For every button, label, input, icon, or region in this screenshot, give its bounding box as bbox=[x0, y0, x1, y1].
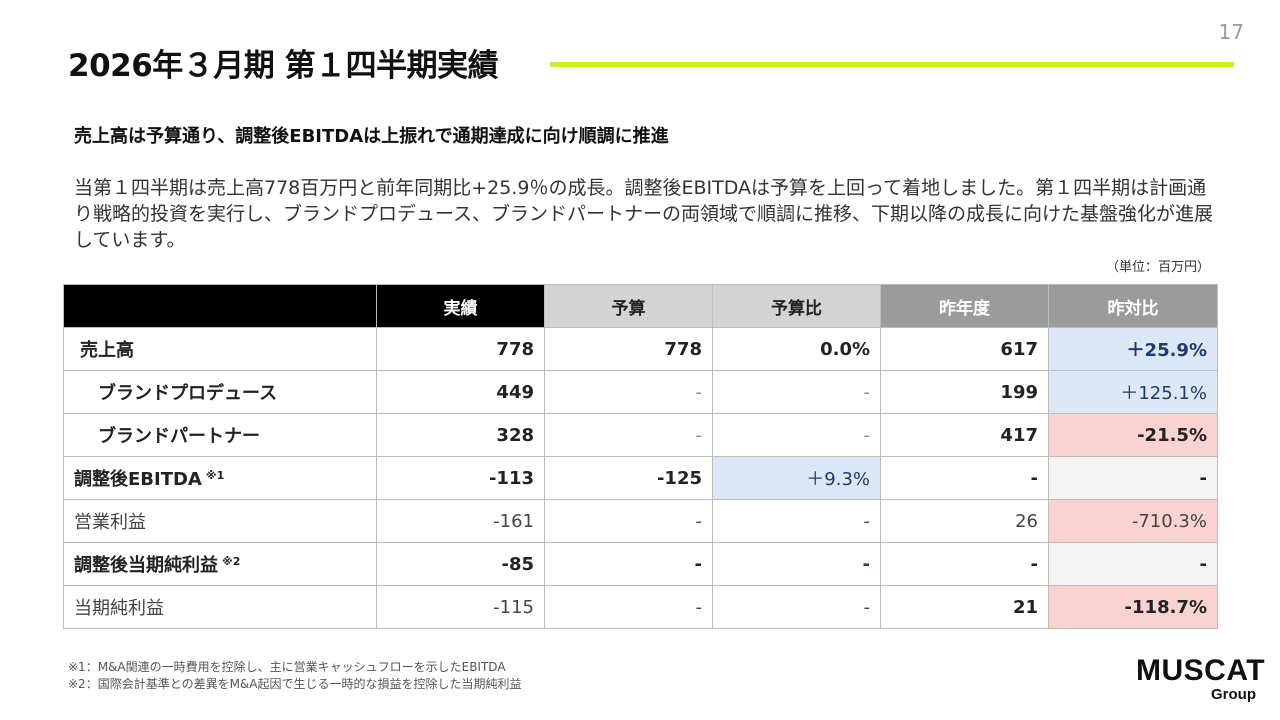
cell-budget: - bbox=[544, 370, 713, 414]
cell-actual: -115 bbox=[376, 585, 545, 629]
header-yoy: 昨対比 bbox=[1048, 284, 1218, 328]
cell-budget: -125 bbox=[544, 456, 713, 500]
cell-prev-year: - bbox=[880, 542, 1049, 586]
footnotes: ※1：M&A関連の一時費用を控除し、主に営業キャッシュフローを示したEBITDA… bbox=[68, 659, 522, 693]
row-label-text: 調整後EBITDA bbox=[74, 469, 202, 490]
footnote-marker: ※2 bbox=[222, 555, 241, 568]
cell-budget-ratio: - bbox=[712, 585, 881, 629]
cell-actual: -85 bbox=[376, 542, 545, 586]
cell-budget-ratio: - bbox=[712, 499, 881, 543]
row-label: 売上高 bbox=[63, 327, 377, 371]
table-row: ブランドパートナー 328 - - 417 -21.5% bbox=[63, 413, 1218, 457]
cell-yoy: - bbox=[1048, 456, 1218, 500]
cell-budget-ratio: ＋9.3% bbox=[712, 456, 881, 500]
cell-yoy: ＋25.9% bbox=[1048, 327, 1218, 371]
cell-actual: 778 bbox=[376, 327, 545, 371]
cell-budget: 778 bbox=[544, 327, 713, 371]
header-budget-ratio: 予算比 bbox=[712, 284, 881, 328]
cell-budget-ratio: - bbox=[712, 542, 881, 586]
table-row: 調整後当期純利益 ※2 -85 - - - - bbox=[63, 542, 1218, 586]
table-row: 売上高 778 778 0.0% 617 ＋25.9% bbox=[63, 327, 1218, 371]
logo-subtext: Group bbox=[1211, 686, 1256, 703]
cell-prev-year: 26 bbox=[880, 499, 1049, 543]
cell-budget: - bbox=[544, 542, 713, 586]
cell-yoy: -21.5% bbox=[1048, 413, 1218, 457]
footnote-2: ※2：国際会計基準との差異をM&A起因で生じる一時的な損益を控除した当期純利益 bbox=[68, 677, 522, 691]
cell-prev-year: 21 bbox=[880, 585, 1049, 629]
footnote-marker: ※1 bbox=[205, 469, 225, 482]
results-table: 実績 予算 予算比 昨年度 昨対比 売上高 778 778 0.0% 617 ＋… bbox=[63, 284, 1218, 629]
header-blank bbox=[63, 284, 377, 328]
cell-budget: - bbox=[544, 499, 713, 543]
page-title: 2026年３月期 第１四半期実績 bbox=[68, 48, 499, 84]
table-row: ブランドプロデュース 449 - - 199 ＋125.1% bbox=[63, 370, 1218, 414]
logo-wordmark: MUSCAT bbox=[1136, 654, 1266, 687]
cell-yoy: - bbox=[1048, 542, 1218, 586]
cell-actual: 328 bbox=[376, 413, 545, 457]
row-label: ブランドパートナー bbox=[63, 413, 377, 457]
row-label: 当期純利益 bbox=[63, 585, 377, 629]
footnote-1: ※1：M&A関連の一時費用を控除し、主に営業キャッシュフローを示したEBITDA bbox=[68, 660, 506, 674]
row-label: 調整後EBITDA ※1 bbox=[63, 456, 377, 500]
unit-label: （単位：百万円） bbox=[1105, 260, 1210, 275]
cell-actual: -113 bbox=[376, 456, 545, 500]
header-prev-year: 昨年度 bbox=[880, 284, 1049, 328]
row-label-text: 調整後当期純利益 bbox=[74, 555, 218, 576]
row-label: ブランドプロデュース bbox=[63, 370, 377, 414]
cell-budget-ratio: 0.0% bbox=[712, 327, 881, 371]
cell-prev-year: 199 bbox=[880, 370, 1049, 414]
summary-text: 当第１四半期は売上高778百万円と前年同期比+25.9％の成長。調整後EBITD… bbox=[74, 177, 1214, 251]
table-header-row: 実績 予算 予算比 昨年度 昨対比 bbox=[63, 284, 1218, 328]
cell-budget: - bbox=[544, 585, 713, 629]
page-number: 17 bbox=[1218, 20, 1244, 44]
header-actual: 実績 bbox=[376, 284, 545, 328]
cell-actual: 449 bbox=[376, 370, 545, 414]
cell-budget: - bbox=[544, 413, 713, 457]
table-row: 当期純利益 -115 - - 21 -118.7% bbox=[63, 585, 1218, 629]
cell-budget-ratio: - bbox=[712, 370, 881, 414]
company-logo: MUSCAT Group bbox=[1136, 654, 1266, 704]
cell-yoy: -118.7% bbox=[1048, 585, 1218, 629]
cell-prev-year: - bbox=[880, 456, 1049, 500]
cell-prev-year: 417 bbox=[880, 413, 1049, 457]
table-row: 調整後EBITDA ※1 -113 -125 ＋9.3% - - bbox=[63, 456, 1218, 500]
cell-actual: -161 bbox=[376, 499, 545, 543]
table-row: 営業利益 -161 - - 26 -710.3% bbox=[63, 499, 1218, 543]
row-label: 営業利益 bbox=[63, 499, 377, 543]
row-label: 調整後当期純利益 ※2 bbox=[63, 542, 377, 586]
cell-prev-year: 617 bbox=[880, 327, 1049, 371]
title-accent-line bbox=[550, 62, 1234, 67]
headline: 売上高は予算通り、調整後EBITDAは上振れで通期達成に向け順調に推進 bbox=[74, 126, 669, 147]
cell-yoy: -710.3% bbox=[1048, 499, 1218, 543]
header-budget: 予算 bbox=[544, 284, 713, 328]
cell-yoy: ＋125.1% bbox=[1048, 370, 1218, 414]
cell-budget-ratio: - bbox=[712, 413, 881, 457]
